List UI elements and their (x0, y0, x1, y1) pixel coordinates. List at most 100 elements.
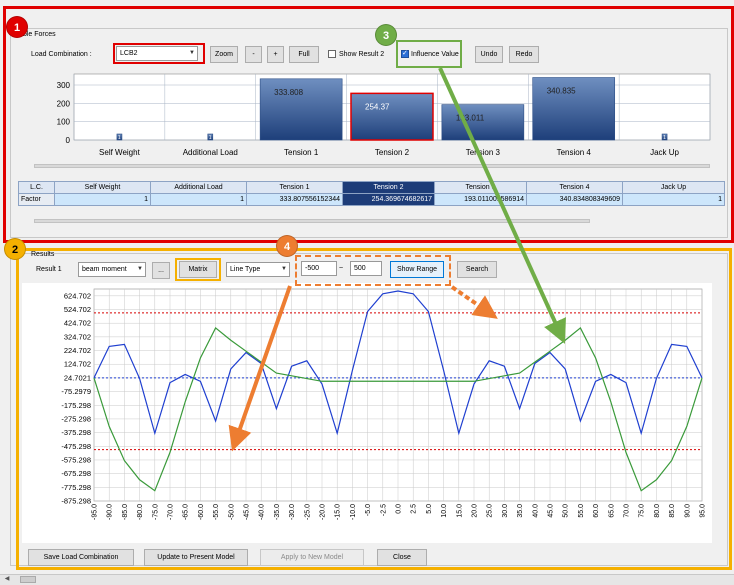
highlight-load-combination (113, 43, 205, 64)
results-panel (10, 253, 728, 566)
zoom-in-button[interactable]: + (267, 46, 284, 63)
show-range-button[interactable]: Show Range (390, 261, 444, 278)
search-button[interactable]: Search (457, 261, 497, 278)
redo-button[interactable]: Redo (509, 46, 539, 63)
result-type-value: beam moment (82, 266, 127, 273)
window-scrollbar[interactable] (0, 574, 734, 585)
green-series-line (93, 327, 703, 492)
highlight-range (295, 255, 451, 286)
line-ytick-label: -575.298 (61, 455, 91, 464)
callout-1: 1 (6, 16, 28, 38)
line-xtick-label: 10.0 (441, 504, 448, 518)
line-xtick-label: -40.0 (259, 504, 266, 520)
table-cell[interactable]: 1 (150, 193, 247, 206)
line-xtick-label: -65.0 (183, 504, 190, 520)
range-separator: ~ (339, 265, 344, 272)
apply-new-model-button: Apply to New Model (260, 549, 364, 566)
scroll-left-icon[interactable]: ◀ (4, 576, 10, 582)
line-xtick-label: -50.0 (228, 504, 235, 520)
bar-category-label: Tension 2 (375, 148, 410, 157)
line-type-select[interactable]: Line Type ▼ (226, 262, 290, 277)
line-xtick-label: -10.0 (350, 504, 357, 520)
ellipsis-button[interactable]: ... (152, 262, 170, 279)
line-ytick-label: 224.702 (64, 346, 91, 355)
line-xtick-label: 65.0 (608, 504, 615, 518)
table-cell[interactable]: 1 (622, 193, 725, 206)
undo-button[interactable]: Undo (475, 46, 503, 63)
line-xtick-label: 40.0 (532, 504, 539, 518)
bar (259, 78, 343, 141)
line-ytick-label: -475.298 (61, 442, 91, 451)
bar-category-label: Tension 3 (466, 148, 501, 157)
table-header-cell[interactable]: Tension 3 (434, 181, 527, 194)
line-xtick-label: 55.0 (578, 504, 585, 518)
blue-series-line (93, 290, 703, 436)
result-type-select[interactable]: beam moment ▼ (78, 262, 146, 277)
line-ytick-label: -675.298 (61, 469, 91, 478)
cable-forces-bar-chart: 0 100 200 300 1 Self Weight 1 Additional Load 33… (57, 73, 711, 157)
line-xtick-label: 2.5 (411, 504, 418, 514)
line-xtick-label: -30.0 (289, 504, 296, 520)
table-header-cell[interactable]: Tension 2 (342, 181, 435, 194)
bar-ytick-label: 100 (57, 118, 71, 127)
bar-data-label: 254.37 (365, 102, 390, 111)
show-result2-checkbox[interactable] (328, 50, 336, 58)
load-combination-select[interactable]: LCB2 ▼ (116, 46, 198, 61)
chart-scrollbar[interactable] (34, 164, 710, 168)
cable-forces-group-label: Cable Forces (14, 31, 56, 38)
chevron-down-icon: ▼ (281, 266, 287, 272)
scroll-thumb[interactable] (20, 576, 36, 583)
bar-ytick-label: 200 (57, 99, 71, 108)
table-header-cell[interactable]: Tension 1 (246, 181, 343, 194)
line-xtick-label: -20.0 (320, 504, 327, 520)
table-row: Factor 1 1 333.807556152344 254.369674682617… (18, 193, 725, 206)
bar (661, 133, 668, 141)
line-xtick-label: -85.0 (122, 504, 129, 520)
line-ytick-label: 624.702 (64, 291, 91, 300)
bar (116, 133, 123, 141)
line-xtick-label: 30.0 (502, 504, 509, 518)
line-ytick-label: 124.702 (64, 360, 91, 369)
line-xtick-label: 75.0 (639, 504, 646, 518)
load-combination-value: LCB2 (120, 50, 138, 57)
highlight-box-1 (3, 6, 734, 243)
update-present-model-button[interactable]: Update to Present Model (144, 549, 248, 566)
matrix-button[interactable]: Matrix (179, 261, 217, 278)
zoom-out-button[interactable]: - (245, 46, 262, 63)
range-min-input[interactable]: -500 (301, 261, 337, 276)
orange-arrow-right (450, 285, 498, 319)
line-xtick-label: 0.0 (396, 504, 403, 514)
influence-value-checkbox[interactable] (401, 49, 409, 58)
line-ytick-label: -875.298 (61, 497, 91, 506)
results-line-chart: 624.702 524.702 424.702 324.702 224.702 124.7… (22, 283, 712, 543)
line-xtick-label: -25.0 (304, 504, 311, 520)
load-combination-label: Load Combination : (31, 51, 92, 58)
line-ytick-label: 524.702 (64, 305, 91, 314)
table-scrollbar[interactable] (34, 219, 590, 223)
line-xtick-label: -45.0 (244, 504, 251, 520)
results-group-label: Results (31, 251, 55, 258)
line-ytick-label: 324.702 (64, 332, 91, 341)
highlight-influence-value (396, 40, 462, 68)
table-header-cell[interactable]: Jack Up (622, 181, 725, 194)
line-xtick-label: 95.0 (700, 504, 707, 518)
range-max-input[interactable]: 500 (350, 261, 382, 276)
line-xtick-label: 90.0 (684, 504, 691, 518)
save-load-combination-button[interactable]: Save Load Combination (28, 549, 134, 566)
zoom-button[interactable]: Zoom (210, 46, 238, 63)
chevron-down-icon: ▼ (189, 50, 195, 56)
table-row-header: Factor (18, 193, 55, 206)
green-arrow (438, 67, 566, 344)
close-button[interactable]: Close (377, 549, 427, 566)
bar-category-label: Tension 4 (557, 148, 592, 157)
cable-forces-panel (10, 28, 728, 238)
table-cell[interactable]: 333.807556152344 (246, 193, 343, 206)
line-ytick-label: -375.298 (61, 428, 91, 437)
callout-3: 3 (375, 24, 397, 46)
line-xtick-label: -2.5 (380, 504, 387, 516)
full-button[interactable]: Full (289, 46, 319, 63)
chevron-down-icon: ▼ (137, 266, 143, 272)
line-xtick-label: 50.0 (563, 504, 570, 518)
line-xtick-label: 70.0 (624, 504, 631, 518)
